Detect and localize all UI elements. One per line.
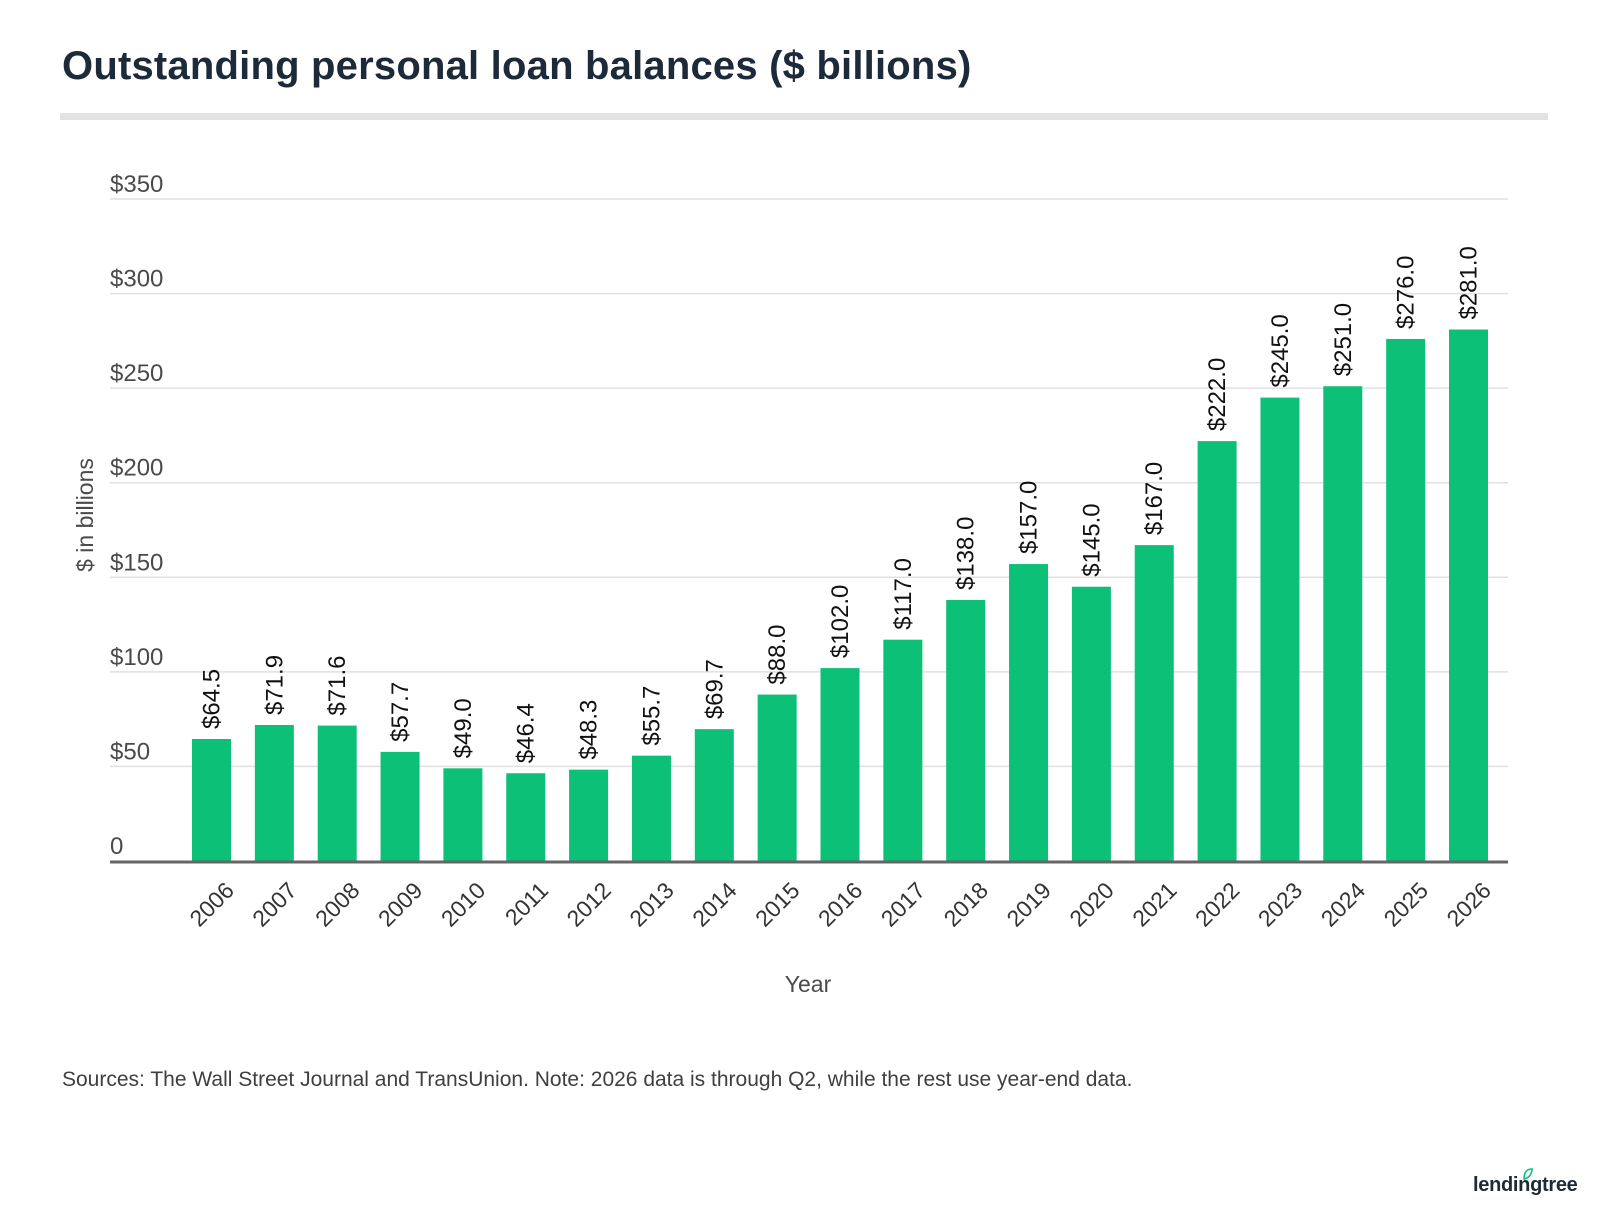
- bar: [1197, 441, 1237, 861]
- x-tick-label: 2025: [1378, 877, 1433, 932]
- bar: [569, 769, 609, 861]
- bar: [1386, 338, 1426, 862]
- x-tick-label: 2012: [561, 877, 616, 932]
- lendingtree-logo: lendingtree: [1473, 1174, 1578, 1196]
- value-label: $49.0: [450, 698, 477, 758]
- x-tick-label: 2010: [436, 877, 491, 932]
- value-label: $157.0: [1016, 481, 1043, 554]
- y-tick-label: $100: [110, 644, 163, 671]
- value-label: $167.0: [1141, 462, 1168, 535]
- y-axis-ticks: 0 $50 $100 $150 $200 $250 $300 $350: [110, 171, 163, 860]
- value-label: $138.0: [953, 517, 980, 590]
- value-label: $69.7: [701, 659, 728, 719]
- x-tick-label: 2021: [1127, 877, 1182, 932]
- y-tick-label: $350: [110, 171, 163, 198]
- x-tick-label: 2015: [750, 877, 805, 932]
- x-tick-label: 2024: [1316, 877, 1371, 932]
- x-tick-label: 2026: [1441, 877, 1496, 932]
- chart-title: Outstanding personal loan balances ($ bi…: [62, 44, 972, 88]
- x-tick-label: 2007: [247, 877, 302, 932]
- value-label: $281.0: [1456, 246, 1483, 319]
- sources-note: Sources: The Wall Street Journal and Tra…: [62, 1068, 1133, 1091]
- x-axis-ticks: 2006 2007 2008 2009 2010 2011 2012 2013 2014 2015…: [184, 877, 1496, 932]
- x-tick-label: 2018: [939, 877, 994, 932]
- bar: [506, 773, 546, 861]
- x-tick-label: 2019: [1001, 877, 1056, 932]
- value-label: $222.0: [1204, 358, 1231, 431]
- x-tick-label: 2017: [876, 877, 931, 932]
- bar: [192, 739, 231, 861]
- bar: [757, 694, 797, 861]
- bar: [1323, 386, 1363, 861]
- x-tick-label: 2011: [500, 877, 553, 930]
- y-tick-label: $300: [110, 266, 163, 293]
- y-tick-label: $200: [110, 455, 163, 482]
- bar: [254, 725, 294, 861]
- x-tick-label: 2009: [373, 877, 428, 932]
- bar: [1071, 586, 1111, 861]
- x-tick-label: 2013: [624, 877, 679, 932]
- value-labels: $64.5 $71.9 $71.6 $57.7 $49.0 $46.4 $48.3 $55.7…: [199, 246, 1483, 763]
- value-label: $46.4: [513, 703, 540, 763]
- bar: [1134, 545, 1174, 861]
- y-tick-label: $250: [110, 360, 163, 387]
- x-tick-label: 2016: [813, 877, 868, 932]
- x-tick-label: 2006: [184, 877, 239, 932]
- bar: [883, 639, 923, 861]
- y-tick-label: $150: [110, 549, 163, 576]
- value-label: $276.0: [1393, 256, 1420, 329]
- x-tick-label: 2008: [310, 877, 365, 932]
- value-label: $117.0: [890, 558, 917, 630]
- bar: [694, 729, 734, 861]
- bar: [631, 755, 671, 861]
- value-label: $48.3: [576, 700, 603, 760]
- leaf-icon: [1523, 1168, 1533, 1180]
- value-label: $251.0: [1330, 303, 1357, 376]
- bar: [380, 751, 420, 861]
- value-label: $55.7: [638, 686, 665, 746]
- value-label: $71.9: [261, 655, 288, 715]
- bars: [192, 329, 1488, 862]
- y-axis-title: $ in billions: [72, 458, 98, 572]
- value-label: $71.6: [324, 656, 351, 716]
- title-divider: [60, 113, 1548, 120]
- x-tick-label: 2020: [1064, 877, 1119, 932]
- value-label: $88.0: [764, 624, 791, 684]
- x-tick-label: 2023: [1253, 877, 1308, 932]
- bar: [820, 668, 860, 861]
- value-label: $145.0: [1078, 503, 1105, 576]
- value-label: $57.7: [387, 682, 414, 742]
- bar: [1449, 329, 1488, 862]
- bar: [1260, 397, 1300, 861]
- x-tick-label: 2014: [687, 877, 742, 932]
- bar: [317, 725, 357, 861]
- x-axis-title: Year: [785, 971, 832, 997]
- value-label: $64.5: [199, 669, 226, 729]
- bar: [946, 599, 986, 861]
- value-label: $102.0: [827, 585, 854, 658]
- y-tick-label: $50: [110, 738, 150, 765]
- value-label: $245.0: [1267, 314, 1294, 387]
- bar: [443, 768, 483, 861]
- y-tick-label: 0: [110, 833, 123, 860]
- x-tick-label: 2022: [1190, 877, 1245, 932]
- bar-chart: 0$50$100$150$200$250$300$350 $64.5 $71.9 $…: [72, 171, 1508, 997]
- bar: [1009, 564, 1049, 861]
